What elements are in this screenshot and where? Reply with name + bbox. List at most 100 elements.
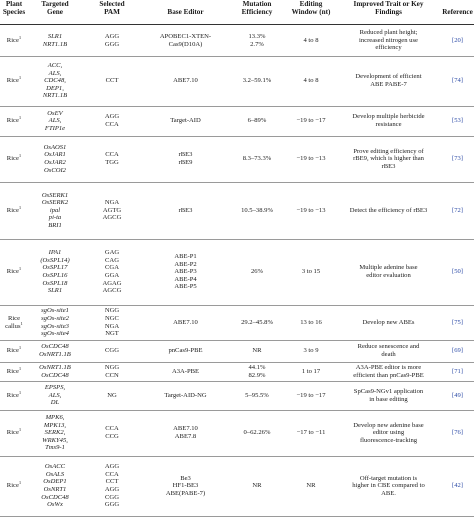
- reference-link[interactable]: [71]: [452, 367, 463, 375]
- editor-line: A3A-PBE: [171, 367, 200, 375]
- pam-line: CCT: [105, 478, 119, 486]
- gene-line: OsCDC48: [41, 493, 69, 501]
- reference-cell[interactable]: [69]: [441, 340, 474, 362]
- efficiency-cell: 29.2–45.8%: [229, 305, 285, 340]
- gene-line: OsSPL16: [42, 272, 68, 279]
- pam-cell: AGG CCA CCT AGG CGG GGG: [82, 456, 142, 516]
- gene-line: OsNRT1: [43, 486, 67, 493]
- pam-line: AGG: [104, 486, 120, 493]
- gene-line: OsJAR2: [44, 159, 66, 166]
- window-cell: −19 to −13: [286, 136, 336, 182]
- gene-line: SLR1: [47, 32, 63, 40]
- efficiency-line: 2.7%: [250, 40, 264, 48]
- efficiency-line: 6–89%: [247, 117, 267, 125]
- window-line: 4 to 8: [303, 36, 319, 44]
- pam-cell: GAG CAG CGA GGA AGAG AGCG: [82, 239, 142, 305]
- reference-link[interactable]: [73]: [452, 155, 463, 163]
- reference-link[interactable]: [20]: [452, 36, 463, 44]
- gene-line: OsCOI2: [44, 166, 66, 174]
- gene-line: OsWx: [47, 501, 63, 509]
- efficiency-line: NR: [252, 347, 262, 355]
- reference-link[interactable]: [76]: [452, 429, 463, 437]
- species-name: Rice1: [6, 153, 22, 163]
- reference-link[interactable]: [53]: [452, 117, 463, 125]
- editor-line: ABE-P2: [174, 260, 197, 268]
- reference-link[interactable]: [72]: [452, 206, 463, 214]
- reference-cell[interactable]: [72]: [441, 182, 474, 239]
- header-line: Improved Trait or Key: [353, 0, 424, 8]
- gene-line: OsEV: [47, 109, 63, 117]
- pam-line: CAG: [105, 256, 119, 264]
- gene-cell: OsNRT1.1B OsCDC48: [29, 362, 81, 381]
- window-cell: −17 to −11: [286, 410, 336, 456]
- species-footnote: 1: [18, 153, 22, 159]
- pam-cell: CCT: [82, 56, 142, 106]
- finding-cell: Develop multiple herbicide resistance: [337, 106, 440, 136]
- reference-cell[interactable]: [42]: [441, 456, 474, 516]
- species-cell: Rice1: [0, 182, 28, 239]
- gene-line: Tms9-1: [45, 444, 65, 452]
- species-footnote: 1: [18, 266, 22, 272]
- efficiency-line: 10.5–38.9%: [241, 206, 273, 214]
- reference-cell[interactable]: [73]: [441, 136, 474, 182]
- gene-line: SERK2,: [44, 429, 66, 437]
- gene-line: sgOs-site4: [41, 330, 69, 338]
- pam-cell: NGG CCN: [82, 362, 142, 381]
- editor-cell: rBE3 rBE9: [143, 136, 228, 182]
- species-footnote: 1: [18, 34, 22, 40]
- window-line: −19 to −17: [296, 391, 326, 399]
- pam-line: NGA: [104, 199, 120, 207]
- pam-line: CGG: [105, 493, 119, 501]
- species-name: Rice1: [6, 345, 22, 355]
- gene-line: IPA1: [48, 249, 62, 257]
- header-line: Editing: [299, 0, 323, 8]
- pam-line: NGT: [105, 330, 119, 338]
- gene-line: OsNRT1.1B: [39, 351, 71, 358]
- efficiency-cell: 13.3% 2.7%: [229, 25, 285, 56]
- pam-line: GAG: [104, 249, 120, 257]
- gene-line: OsALS: [45, 470, 65, 478]
- reference-cell[interactable]: [76]: [441, 410, 474, 456]
- pam-cell: NG: [82, 381, 142, 410]
- reference-link[interactable]: [49]: [452, 391, 463, 399]
- efficiency-line: 0–62.26%: [243, 429, 271, 437]
- reference-cell[interactable]: [74]: [441, 56, 474, 106]
- pam-cell: CGG: [82, 340, 142, 362]
- finding-line: Develop new ABEs: [362, 318, 415, 326]
- row-divider: [0, 182, 474, 183]
- reference-cell[interactable]: [20]: [441, 25, 474, 56]
- reference-link[interactable]: [74]: [452, 77, 463, 85]
- reference-cell[interactable]: [50]: [441, 239, 474, 305]
- species-name: Rice1: [6, 427, 22, 437]
- reference-cell[interactable]: [75]: [441, 305, 474, 340]
- editor-line: pnCas9-PBE: [168, 347, 203, 355]
- reference-cell[interactable]: [71]: [441, 362, 474, 381]
- gene-cell: OsCDC48 OsNRT1.1B: [29, 340, 81, 362]
- reference-link[interactable]: [75]: [452, 318, 463, 326]
- reference-link[interactable]: [50]: [452, 268, 463, 276]
- reference-link[interactable]: [69]: [452, 347, 463, 355]
- species-name: Rice1: [6, 389, 22, 399]
- efficiency-cell: 3.2–59.1%: [229, 56, 285, 106]
- editor-cell: pnCas9-PBE: [143, 340, 228, 362]
- header-line: Species: [2, 8, 26, 16]
- window-line: −19 to −17: [296, 117, 326, 125]
- editor-line: ABE-P5: [174, 283, 197, 291]
- reference-cell[interactable]: [49]: [441, 381, 474, 410]
- reference-link[interactable]: [42]: [452, 482, 463, 490]
- finding-line: SpCas9-NGv1 application: [353, 387, 424, 395]
- window-line: 13 to 16: [300, 318, 322, 326]
- species-name: Rice1: [6, 365, 22, 375]
- efficiency-line: 5–95.5%: [245, 391, 269, 399]
- finding-line: Off-target mutation is: [359, 474, 418, 482]
- row-divider: [0, 456, 474, 457]
- window-cell: −19 to −13: [286, 182, 336, 239]
- gene-cell: EPSPS, ALS, DL: [29, 381, 81, 410]
- efficiency-line: 26%: [250, 268, 264, 276]
- header-line: [457, 0, 459, 8]
- finding-cell: SpCas9-NGv1 application in base editing: [337, 381, 440, 410]
- efficiency-cell: 26%: [229, 239, 285, 305]
- reference-cell[interactable]: [53]: [441, 106, 474, 136]
- finding-line: fluorescence-tracking: [359, 436, 418, 444]
